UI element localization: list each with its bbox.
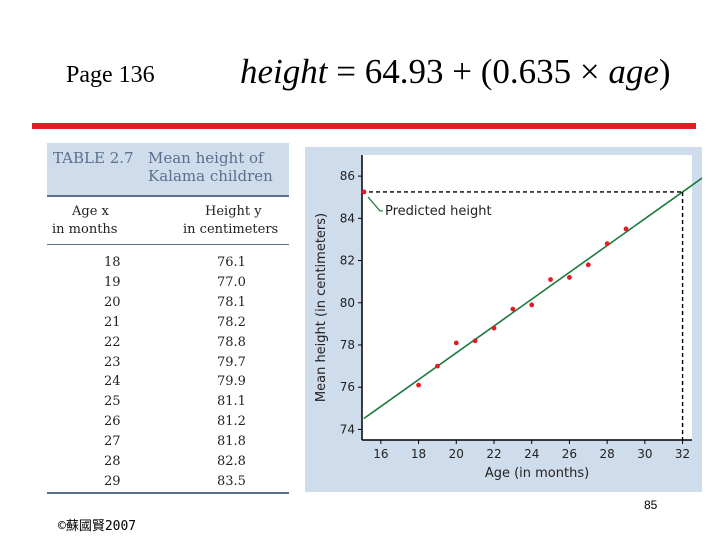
table-cell-height: 76.1 (217, 255, 246, 270)
table-cell-height: 78.8 (217, 334, 246, 350)
y-tick-label: 78 (340, 338, 355, 352)
red-divider (32, 123, 696, 129)
y-tick-label: 80 (340, 296, 355, 310)
table-cell-age: 23 (104, 354, 121, 370)
data-point (491, 325, 497, 331)
y-tick-label: 84 (340, 211, 355, 225)
column-header-height: Height y in centimeters (183, 203, 278, 239)
data-point (548, 277, 553, 282)
regression-formula: height = 64.93 + (0.635 × age) (240, 52, 671, 92)
plot-area (362, 155, 692, 440)
y-tick-label: 86 (340, 169, 355, 183)
annotation-predicted-height: Predicted height (385, 204, 492, 219)
table-cell-height: 82.8 (217, 454, 246, 469)
data-point (435, 363, 440, 369)
data-point (529, 302, 535, 308)
y-tick-label: 74 (340, 422, 355, 436)
page-number: 85 (644, 498, 658, 512)
x-tick-label: 22 (486, 447, 501, 461)
table-cell-age: 22 (104, 334, 121, 350)
table-cell-age: 24 (104, 374, 121, 390)
table-cell-age: 27 (104, 434, 121, 450)
data-point (453, 340, 459, 346)
table-cell-age: 21 (104, 314, 121, 330)
column-header-age: Age x in months (52, 203, 117, 239)
table-cell-age: 19 (104, 274, 121, 290)
x-axis-label: Age (in months) (485, 466, 589, 481)
data-point (510, 306, 516, 312)
table-title-line1: Mean height of (148, 149, 264, 167)
table-cell-age: 26 (104, 414, 121, 430)
chart-panel: 74 76 78 80 82 84 86 16 18 20 22 24 26 28 30 32 Age (in … (305, 147, 702, 492)
col2-line2: in centimeters (183, 222, 279, 237)
data-point (472, 338, 478, 344)
regression-line (363, 177, 702, 420)
formula-body: = 64.93 + (0.635 × (327, 52, 609, 91)
page-label: Page 136 (66, 62, 155, 88)
table-title-line2: Kalama children (148, 167, 273, 185)
table-cell-height: 81.2 (217, 414, 246, 430)
formula-close: ) (658, 52, 671, 91)
annotation-leader (367, 196, 383, 212)
data-point (585, 262, 591, 268)
y-tick-label: 82 (340, 254, 355, 268)
y-tick-label: 76 (340, 380, 355, 394)
col1-line2: in months (52, 222, 118, 237)
table-cell-age: 25 (104, 394, 121, 410)
table-cell-height: 81.1 (217, 394, 246, 410)
col1-line1: Age x (72, 204, 109, 219)
predicted-height-marker (361, 189, 367, 195)
table-cell-age: 18 (104, 255, 121, 270)
table-rule-mid (47, 244, 289, 245)
data-point (604, 241, 610, 247)
table-cell-height: 79.9 (217, 374, 246, 390)
table-label: TABLE 2.7 (53, 149, 134, 167)
table-rule-top (47, 195, 289, 197)
col2-line1: Height y (205, 204, 262, 219)
table-cell-age: 28 (104, 454, 121, 469)
table-cell-age: 29 (104, 473, 121, 489)
x-tick-label: 30 (637, 447, 652, 461)
x-tick-label: 20 (449, 447, 464, 461)
table-header-band: TABLE 2.7 Mean height of Kalama children (47, 143, 289, 195)
table-cell-height: 77.0 (217, 274, 246, 290)
y-axis-label: Mean height (in centimeters) (314, 213, 329, 402)
table-title: Mean height of Kalama children (148, 149, 273, 185)
table-cell-height: 78.1 (217, 294, 246, 310)
x-tick-label: 26 (562, 447, 577, 461)
x-tick-label: 18 (411, 447, 426, 461)
data-table: TABLE 2.7 Mean height of Kalama children… (47, 143, 289, 496)
copyright-note: ©蘇國賢2007 (58, 519, 137, 534)
formula-lhs: height (240, 52, 328, 91)
x-tick-label: 32 (675, 447, 690, 461)
data-point (623, 226, 629, 232)
x-tick-label: 28 (600, 447, 615, 461)
data-point (567, 275, 572, 280)
table-cell-height: 81.8 (217, 434, 246, 450)
x-tick-label: 24 (524, 447, 539, 461)
table-rule-bottom (47, 492, 289, 494)
data-point (416, 382, 421, 388)
table-cell-age: 20 (104, 294, 121, 310)
table-cell-height: 78.2 (217, 314, 246, 330)
scatter-chart: 74 76 78 80 82 84 86 16 18 20 22 24 26 28 30 32 Age (in … (314, 155, 702, 481)
x-tick-label: 16 (373, 447, 388, 461)
table-cell-height: 83.5 (217, 473, 246, 489)
formula-var: age (608, 52, 659, 91)
table-cell-height: 79.7 (217, 354, 246, 370)
